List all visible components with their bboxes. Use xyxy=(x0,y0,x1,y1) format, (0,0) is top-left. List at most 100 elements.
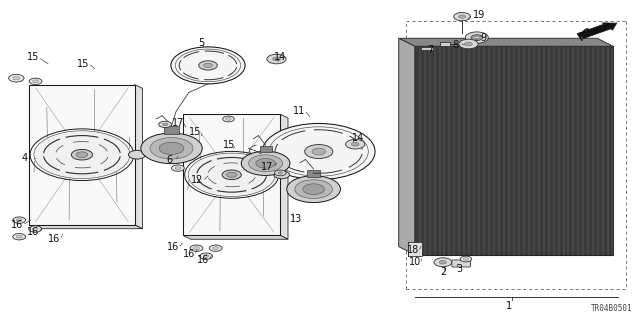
Text: 1: 1 xyxy=(506,300,512,311)
Text: 8: 8 xyxy=(452,40,459,50)
Text: 11: 11 xyxy=(293,106,306,116)
Circle shape xyxy=(248,155,283,172)
Text: 17: 17 xyxy=(261,161,274,172)
Circle shape xyxy=(295,180,332,198)
Text: 4: 4 xyxy=(21,153,28,163)
Circle shape xyxy=(227,172,237,177)
Circle shape xyxy=(204,255,209,258)
Text: 14: 14 xyxy=(352,133,365,143)
Circle shape xyxy=(460,256,472,262)
Circle shape xyxy=(212,247,218,249)
Bar xyxy=(307,170,321,177)
Circle shape xyxy=(459,39,478,49)
Circle shape xyxy=(267,54,286,64)
Circle shape xyxy=(312,148,326,155)
Text: 15: 15 xyxy=(27,52,40,63)
Circle shape xyxy=(159,121,172,128)
Text: 13: 13 xyxy=(289,214,302,225)
Text: FR.: FR. xyxy=(576,23,598,42)
Circle shape xyxy=(274,171,289,179)
Circle shape xyxy=(287,176,340,203)
Polygon shape xyxy=(183,235,288,239)
Text: 7: 7 xyxy=(427,45,433,56)
Polygon shape xyxy=(29,225,143,229)
Text: 10: 10 xyxy=(408,257,421,267)
Circle shape xyxy=(454,12,470,21)
Text: 15: 15 xyxy=(223,140,236,150)
Text: 16: 16 xyxy=(27,227,40,237)
Circle shape xyxy=(472,35,481,40)
Text: 9: 9 xyxy=(481,33,487,43)
Polygon shape xyxy=(399,38,415,255)
Circle shape xyxy=(29,226,42,232)
Circle shape xyxy=(465,32,488,43)
Text: 2: 2 xyxy=(440,267,446,277)
Bar xyxy=(183,114,280,235)
Text: 16: 16 xyxy=(166,242,179,252)
Circle shape xyxy=(471,35,483,41)
Circle shape xyxy=(474,36,479,39)
Polygon shape xyxy=(135,85,143,229)
Circle shape xyxy=(17,235,22,238)
Text: 15: 15 xyxy=(189,127,202,137)
Circle shape xyxy=(209,245,222,251)
Circle shape xyxy=(305,145,333,159)
Circle shape xyxy=(29,78,42,85)
Text: 12: 12 xyxy=(191,175,204,185)
Circle shape xyxy=(190,245,203,251)
Circle shape xyxy=(13,217,26,223)
Circle shape xyxy=(439,260,447,264)
Polygon shape xyxy=(399,38,613,46)
Circle shape xyxy=(129,151,146,159)
Circle shape xyxy=(223,116,234,122)
Circle shape xyxy=(163,123,168,126)
Circle shape xyxy=(33,80,38,83)
Circle shape xyxy=(346,139,365,149)
Circle shape xyxy=(204,63,212,68)
Text: 17: 17 xyxy=(172,118,184,128)
FancyBboxPatch shape xyxy=(452,260,470,267)
Text: 14: 14 xyxy=(274,52,287,63)
Circle shape xyxy=(256,159,275,168)
Circle shape xyxy=(465,42,472,46)
Circle shape xyxy=(13,77,20,80)
FancyArrow shape xyxy=(577,23,617,38)
Circle shape xyxy=(351,142,359,146)
Text: 16: 16 xyxy=(10,220,23,230)
Circle shape xyxy=(275,170,286,176)
Text: 16: 16 xyxy=(182,249,195,259)
Bar xyxy=(29,85,135,225)
Circle shape xyxy=(222,170,241,180)
Circle shape xyxy=(459,15,465,18)
Circle shape xyxy=(34,131,130,179)
Bar xyxy=(415,46,613,255)
Text: 16: 16 xyxy=(197,255,210,265)
Circle shape xyxy=(13,234,26,240)
Text: 19: 19 xyxy=(472,10,485,20)
Circle shape xyxy=(226,118,231,120)
Circle shape xyxy=(32,228,38,230)
Circle shape xyxy=(9,74,24,82)
Circle shape xyxy=(198,61,218,70)
Text: TR04B0501: TR04B0501 xyxy=(591,304,632,313)
Circle shape xyxy=(273,57,280,61)
Circle shape xyxy=(17,219,22,221)
Bar xyxy=(164,126,179,134)
Circle shape xyxy=(188,153,275,197)
Circle shape xyxy=(303,184,324,195)
Text: 18: 18 xyxy=(406,245,419,256)
Circle shape xyxy=(200,253,212,259)
Circle shape xyxy=(141,133,202,164)
Circle shape xyxy=(171,47,245,84)
Circle shape xyxy=(278,172,283,174)
Text: 5: 5 xyxy=(198,38,204,48)
Bar xyxy=(440,42,450,46)
Polygon shape xyxy=(280,114,288,239)
Circle shape xyxy=(76,152,88,158)
Circle shape xyxy=(262,123,375,180)
Bar xyxy=(408,242,422,256)
Bar xyxy=(260,146,272,152)
Text: 3: 3 xyxy=(456,263,463,274)
Text: 16: 16 xyxy=(48,234,61,244)
Circle shape xyxy=(159,142,184,154)
